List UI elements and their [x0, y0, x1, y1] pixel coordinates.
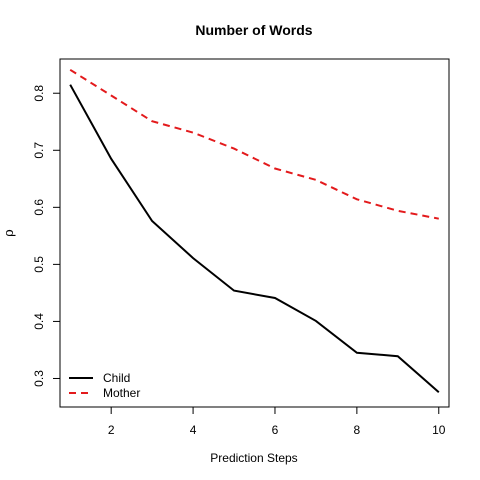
y-axis-label: ρ — [2, 229, 17, 237]
y-axis: 0.3 0.4 0.5 0.6 0.7 0.8 — [32, 85, 61, 387]
x-axis: 2 4 6 8 10 — [108, 406, 446, 437]
legend-label-child: Child — [103, 371, 130, 385]
y-tick-label: 0.8 — [32, 85, 46, 102]
x-tick-label: 2 — [108, 423, 115, 437]
x-tick-label: 10 — [432, 423, 446, 437]
y-tick-label: 0.7 — [32, 142, 46, 159]
series-line-child — [69, 84, 440, 393]
series-layer — [69, 68, 440, 393]
x-tick-label: 6 — [272, 423, 279, 437]
legend-label-mother: Mother — [103, 386, 140, 400]
x-tick-label: 4 — [190, 423, 197, 437]
y-tick-label: 0.3 — [32, 370, 46, 387]
y-tick-label: 0.6 — [32, 199, 46, 216]
chart-title: Number of Words — [195, 22, 312, 38]
series-line-mother — [69, 68, 439, 220]
x-tick-label: 8 — [354, 423, 361, 437]
y-tick-label: 0.4 — [32, 313, 46, 330]
x-axis-label: Prediction Steps — [210, 451, 297, 465]
y-tick-label: 0.5 — [32, 256, 46, 273]
